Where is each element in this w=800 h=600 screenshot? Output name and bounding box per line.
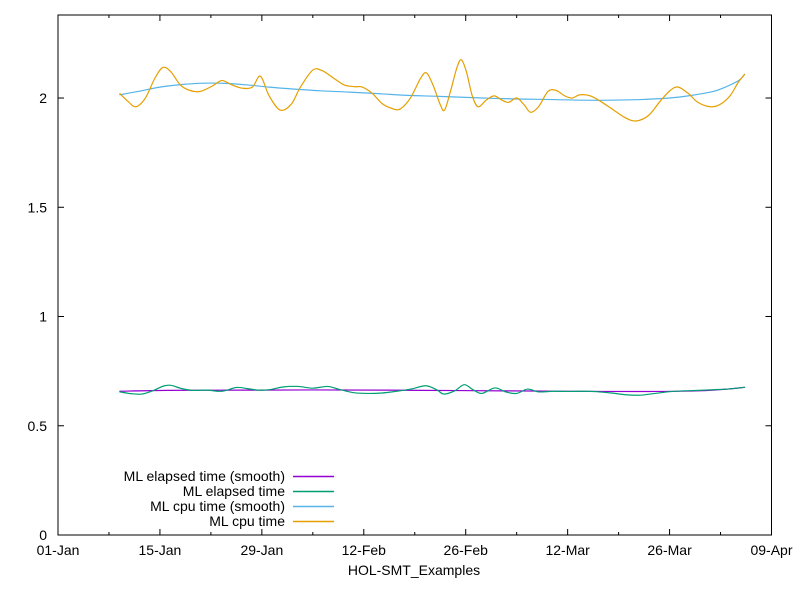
x-tick-label: 26-Feb — [444, 542, 489, 558]
series-line-ml-cpu-time-smooth — [119, 73, 746, 101]
legend-label-ml-elapsed-time: ML elapsed time — [183, 483, 285, 499]
plot-border — [57, 14, 772, 536]
x-tick-label: 12-Mar — [545, 542, 590, 558]
y-tick-label: 1.5 — [28, 199, 48, 215]
y-tick-label: 2 — [39, 90, 47, 106]
x-axis-title: HOL-SMT_Examples — [348, 562, 480, 578]
x-tick-label: 15-Jan — [139, 542, 182, 558]
y-tick-label: 0 — [39, 527, 47, 543]
x-tick-label: 26-Mar — [647, 542, 692, 558]
legend-label-ml-elapsed-time-smooth: ML elapsed time (smooth) — [124, 468, 285, 484]
x-tick-label: 29-Jan — [240, 542, 283, 558]
series-line-ml-cpu-time — [119, 59, 746, 122]
x-tick-label: 09-Apr — [750, 542, 792, 558]
legend-label-ml-cpu-time-smooth: ML cpu time (smooth) — [150, 498, 285, 514]
series-lines — [119, 59, 746, 396]
legend-label-ml-cpu-time: ML cpu time — [209, 513, 285, 529]
y-tick-label: 0.5 — [28, 418, 48, 434]
y-tick-label: 1 — [39, 309, 47, 325]
x-tick-label: 01-Jan — [37, 542, 80, 558]
legend: ML elapsed time (smooth)ML elapsed timeM… — [124, 468, 334, 529]
axes: 01-Jan 15-Jan 29-Jan 12-Feb 26-Feb 12-Mar 26-M… — [28, 14, 793, 558]
series-line-ml-elapsed-time — [119, 384, 746, 396]
x-tick-label: 12-Feb — [342, 542, 387, 558]
